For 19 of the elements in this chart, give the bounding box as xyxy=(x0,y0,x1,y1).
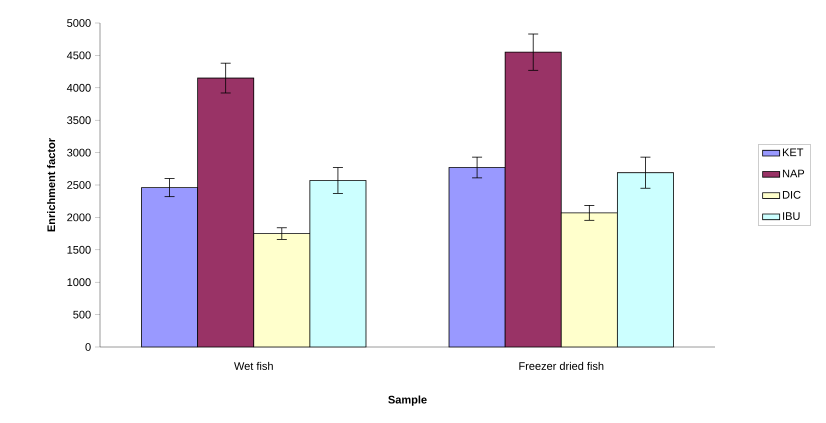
x-tick-label: Wet fish xyxy=(234,362,273,370)
legend-label: NAP xyxy=(782,170,804,178)
x-axis-title: Sample xyxy=(388,395,427,406)
y-tick-label: 2000 xyxy=(67,214,91,222)
y-tick-label: 2500 xyxy=(67,181,91,189)
x-tick-label: Freezer dried fish xyxy=(519,362,604,370)
y-tick-label: 0 xyxy=(85,343,91,351)
y-tick-label: 3500 xyxy=(67,116,91,124)
y-tick-label: 5000 xyxy=(67,19,91,27)
y-tick-label: 4000 xyxy=(66,84,91,92)
legend-label: IBU xyxy=(783,212,800,220)
legend-label: KET xyxy=(782,148,804,156)
y-tick-label: 1500 xyxy=(68,246,91,254)
y-axis-title: Enrichment factor xyxy=(47,138,56,232)
y-tick-label: 3000 xyxy=(67,148,91,156)
legend-label: DIC xyxy=(782,190,801,199)
y-tick-label: 4500 xyxy=(66,52,91,60)
y-tick-label: 1000 xyxy=(68,278,91,286)
y-tick-label: 500 xyxy=(73,310,91,318)
